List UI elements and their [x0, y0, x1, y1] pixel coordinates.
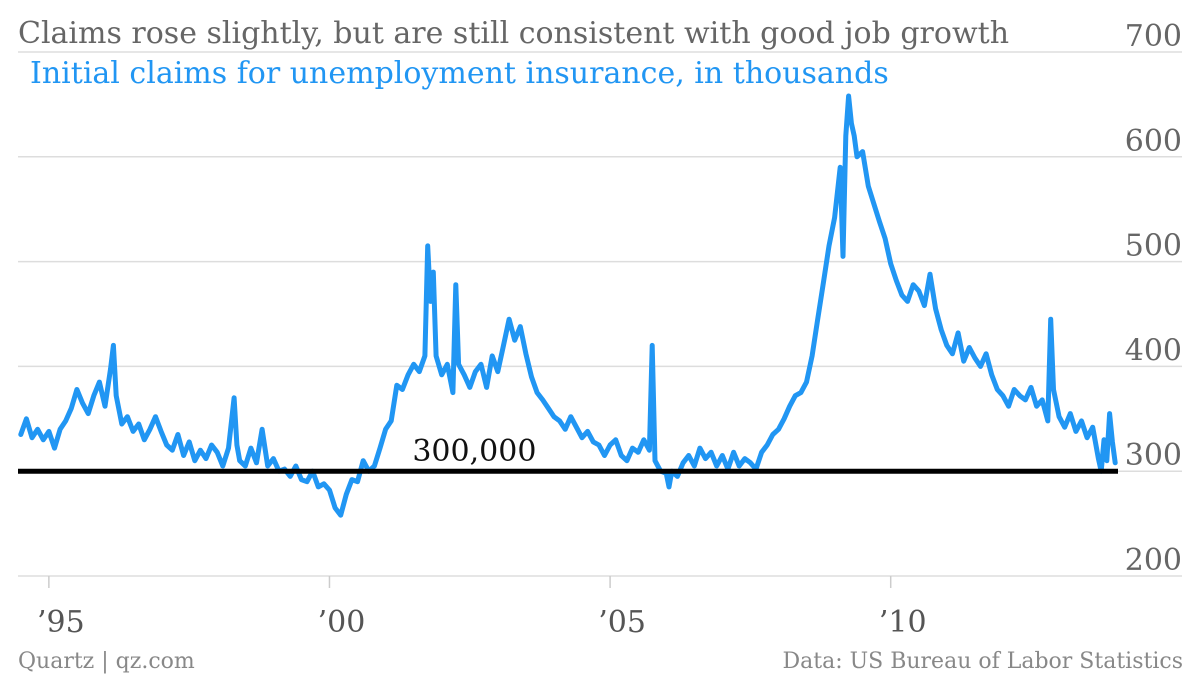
y-tick-label-300: 300	[1125, 438, 1182, 473]
y-tick-label-400: 400	[1125, 333, 1182, 368]
x-tick-label: ’05	[598, 605, 646, 640]
data-source: Data: US Bureau of Labor Statistics	[782, 649, 1183, 674]
series-line-initial-claims	[18, 93, 1118, 518]
x-tick-label: ’10	[879, 605, 927, 640]
y-axis-ticks: 200 300 400 500 600 700	[1125, 19, 1182, 578]
chart-subtitle: Initial claims for unemployment insuranc…	[30, 56, 889, 91]
y-tick-label-700: 700	[1125, 19, 1182, 54]
reference-line-label: 300,000	[412, 434, 536, 469]
grid-lines	[18, 51, 1182, 577]
y-tick-label-500: 500	[1125, 229, 1182, 264]
x-tick-label: ’00	[318, 605, 366, 640]
y-tick-label-600: 600	[1125, 124, 1182, 159]
x-tick-label: ’95	[37, 605, 85, 640]
x-axis-ticks: ’95 ’00 ’05 ’10	[37, 576, 927, 640]
y-tick-label-200: 200	[1125, 543, 1182, 578]
source-credit: Quartz | qz.com	[18, 649, 195, 674]
chart-title: Claims rose slightly, but are still cons…	[18, 16, 1009, 51]
